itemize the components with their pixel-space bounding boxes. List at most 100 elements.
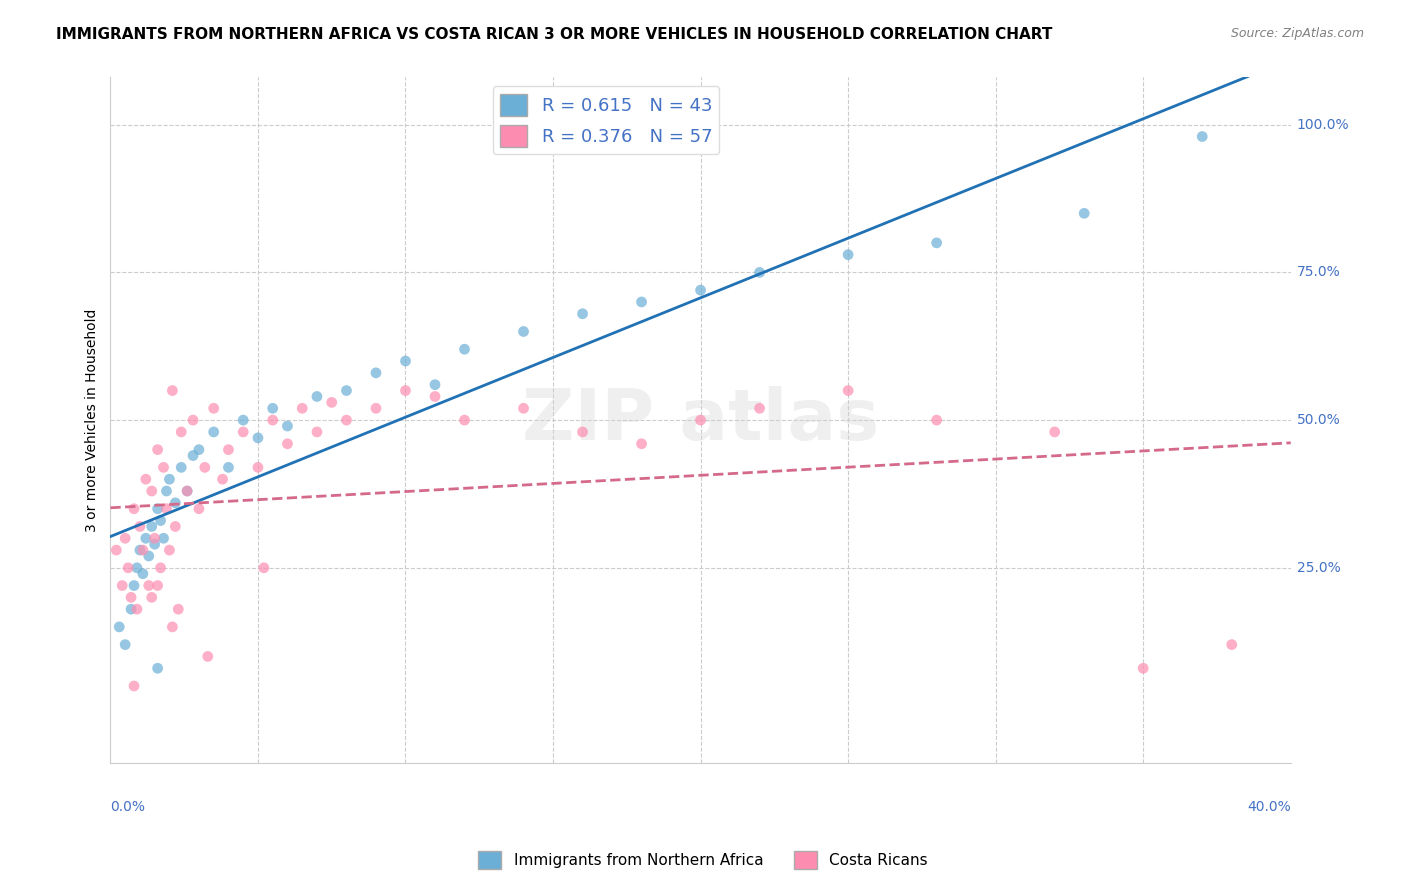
Point: [453, 342, 475, 356]
Point: [120, 591, 142, 605]
Point: [246, 460, 269, 475]
Text: 100.0%: 100.0%: [1296, 118, 1350, 132]
Point: [1073, 206, 1095, 220]
Point: [630, 436, 652, 450]
Point: [162, 620, 184, 634]
Point: [155, 501, 177, 516]
Point: [181, 449, 204, 463]
Point: [689, 413, 711, 427]
Point: [122, 578, 145, 592]
Point: [305, 425, 328, 439]
Point: [149, 514, 172, 528]
Point: [114, 531, 136, 545]
Point: [149, 561, 172, 575]
Point: [364, 366, 387, 380]
Point: [138, 549, 160, 563]
Point: [202, 401, 225, 416]
Point: [122, 501, 145, 516]
Point: [262, 413, 284, 427]
Text: 25.0%: 25.0%: [1296, 561, 1340, 574]
Point: [394, 384, 416, 398]
Point: [162, 384, 184, 398]
Point: [202, 425, 225, 439]
Point: [925, 235, 948, 250]
Point: [146, 661, 169, 675]
Point: [143, 531, 166, 545]
Point: [146, 442, 169, 457]
Text: ZIP atlas: ZIP atlas: [522, 385, 879, 455]
Point: [135, 531, 157, 545]
Text: 50.0%: 50.0%: [1296, 413, 1340, 427]
Point: [512, 325, 534, 339]
Point: [305, 389, 328, 403]
Point: [125, 561, 148, 575]
Point: [689, 283, 711, 297]
Point: [176, 483, 198, 498]
Point: [181, 413, 204, 427]
Point: [129, 543, 152, 558]
Point: [117, 561, 139, 575]
Point: [146, 578, 169, 592]
Point: [1043, 425, 1066, 439]
Point: [246, 431, 269, 445]
Point: [108, 620, 131, 634]
Point: [276, 436, 298, 450]
Point: [120, 602, 142, 616]
Point: [132, 543, 155, 558]
Point: [925, 413, 948, 427]
Point: [159, 543, 181, 558]
Point: [1220, 638, 1243, 652]
Point: [211, 472, 233, 486]
Point: [187, 501, 209, 516]
Point: [748, 401, 770, 416]
Point: [122, 679, 145, 693]
Point: [571, 425, 593, 439]
Point: [132, 566, 155, 581]
Point: [262, 401, 284, 416]
Point: [170, 425, 193, 439]
Y-axis label: 3 or more Vehicles in Household: 3 or more Vehicles in Household: [86, 309, 100, 532]
Point: [114, 638, 136, 652]
Point: [1132, 661, 1154, 675]
Point: [155, 483, 177, 498]
Point: [232, 425, 254, 439]
Point: [335, 413, 357, 427]
Point: [423, 377, 446, 392]
Text: 40.0%: 40.0%: [1247, 800, 1291, 814]
Text: IMMIGRANTS FROM NORTHERN AFRICA VS COSTA RICAN 3 OR MORE VEHICLES IN HOUSEHOLD C: IMMIGRANTS FROM NORTHERN AFRICA VS COSTA…: [56, 27, 1053, 42]
Point: [187, 442, 209, 457]
Point: [170, 460, 193, 475]
Point: [125, 602, 148, 616]
Point: [453, 413, 475, 427]
Text: Source: ZipAtlas.com: Source: ZipAtlas.com: [1230, 27, 1364, 40]
Point: [423, 389, 446, 403]
Point: [253, 561, 276, 575]
Point: [291, 401, 314, 416]
Point: [159, 472, 181, 486]
Point: [394, 354, 416, 368]
Point: [138, 578, 160, 592]
Text: 0.0%: 0.0%: [111, 800, 145, 814]
Point: [335, 384, 357, 398]
Point: [135, 472, 157, 486]
Point: [141, 519, 163, 533]
Point: [165, 519, 187, 533]
Point: [217, 460, 239, 475]
Point: [837, 384, 859, 398]
Point: [364, 401, 387, 416]
Legend: Immigrants from Northern Africa, Costa Ricans: Immigrants from Northern Africa, Costa R…: [472, 845, 934, 875]
Point: [748, 265, 770, 279]
Point: [1191, 129, 1213, 144]
Point: [837, 248, 859, 262]
Text: 75.0%: 75.0%: [1296, 266, 1340, 279]
Point: [141, 483, 163, 498]
Point: [129, 519, 152, 533]
Point: [165, 496, 187, 510]
Point: [276, 419, 298, 434]
Point: [321, 395, 343, 409]
Legend: R = 0.615   N = 43, R = 0.376   N = 57: R = 0.615 N = 43, R = 0.376 N = 57: [494, 87, 720, 154]
Point: [152, 531, 174, 545]
Point: [146, 501, 169, 516]
Point: [167, 602, 190, 616]
Point: [217, 442, 239, 457]
